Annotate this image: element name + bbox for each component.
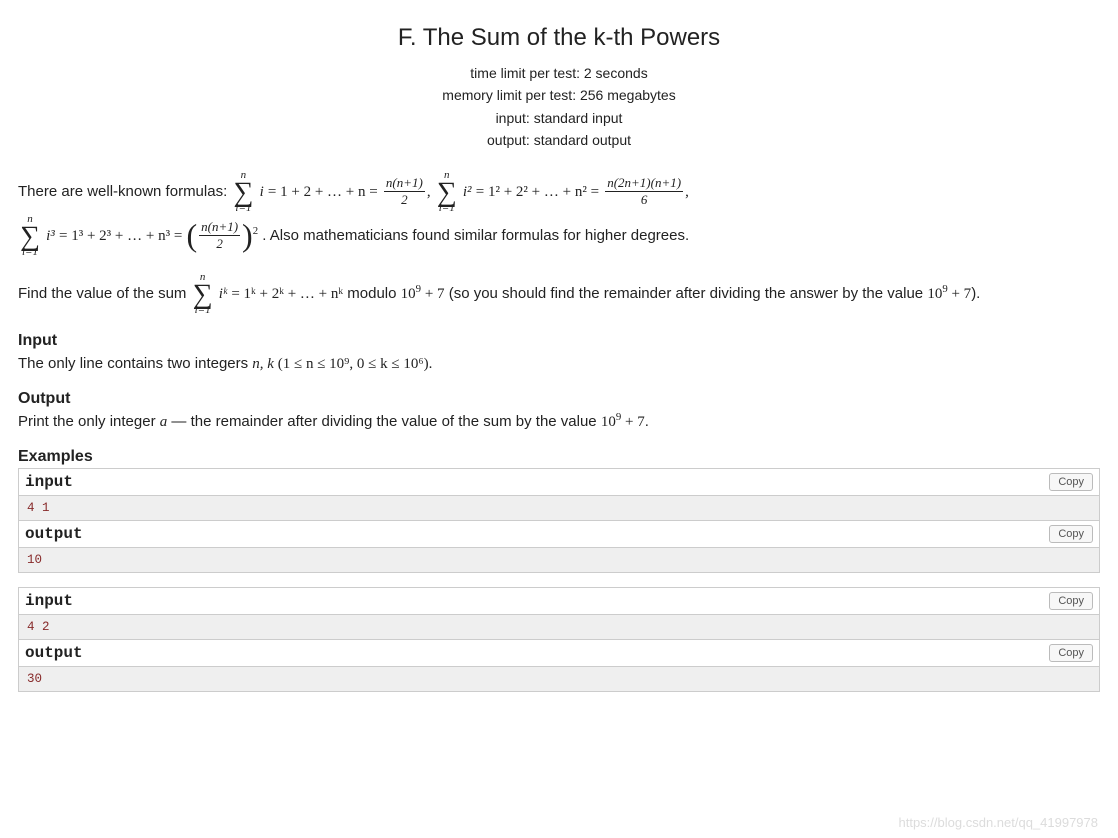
formula3-expanded: = 1³ + 2³ + … + n³ =: [59, 228, 182, 244]
sum-term-ik: iᵏ: [219, 286, 227, 302]
examples-heading: Examples: [18, 448, 1100, 466]
watermark: https://blog.csdn.net/qq_41997978: [899, 815, 1099, 830]
input-vars: n, k: [252, 356, 274, 372]
task-prefix: Find the value of the sum: [18, 285, 191, 302]
input-body: The only line contains two integers n, k…: [18, 352, 1100, 376]
sigma-icon: n ∑ i=1: [20, 214, 40, 258]
sample-output-label: output: [25, 644, 83, 662]
copy-button[interactable]: Copy: [1049, 592, 1093, 610]
sample-test-2: input Copy 4 2 output Copy 30: [18, 587, 1100, 692]
limits-block: time limit per test: 2 seconds memory li…: [18, 62, 1100, 152]
sum-term-i3: i³: [46, 228, 55, 244]
mod-value-output: 109 + 7: [601, 414, 645, 430]
fraction-1: n(n+1) 2: [384, 176, 425, 206]
sigma-icon: n ∑ i=1: [193, 272, 213, 316]
input-spec: input: standard input: [18, 107, 1100, 129]
output-spec: output: standard output: [18, 129, 1100, 151]
sample-output-label: output: [25, 525, 83, 543]
problem-title: F. The Sum of the k-th Powers: [18, 24, 1100, 52]
mod-value-repeat: 109 + 7: [927, 286, 971, 302]
sum-term-i: i: [260, 184, 264, 200]
copy-button[interactable]: Copy: [1049, 644, 1093, 662]
formula1-expanded: = 1 + 2 + … + n =: [268, 184, 378, 200]
sample-input-content: 4 2: [19, 615, 1099, 639]
fraction-3: n(n+1) 2: [199, 220, 240, 250]
memory-limit: memory limit per test: 256 megabytes: [18, 84, 1100, 106]
time-limit: time limit per test: 2 seconds: [18, 62, 1100, 84]
sample-output-content: 10: [19, 548, 1099, 572]
sample-input-content: 4 1: [19, 496, 1099, 520]
problem-statement: There are well-known formulas: n ∑ i=1 i…: [18, 170, 1100, 316]
statement-formulas: There are well-known formulas: n ∑ i=1 i…: [18, 170, 1100, 258]
intro-suffix: . Also mathematicians found similar form…: [262, 227, 689, 244]
frac3-exponent: 2: [253, 225, 258, 237]
formula2-expanded: = 1² + 2² + … + n² =: [476, 184, 599, 200]
sigma-icon: n ∑ i=1: [233, 170, 253, 214]
output-heading: Output: [18, 390, 1100, 408]
sigma-icon: n ∑ i=1: [437, 170, 457, 214]
copy-button[interactable]: Copy: [1049, 525, 1093, 543]
sample-output-content: 30: [19, 667, 1099, 691]
intro-prefix: There are well-known formulas:: [18, 183, 231, 200]
fraction-2: n(2n+1)(n+1) 6: [605, 176, 683, 206]
output-body: Print the only integer a — the remainder…: [18, 410, 1100, 434]
task-expanded: = 1ᵏ + 2ᵏ + … + nᵏ: [231, 286, 343, 302]
sample-test-1: input Copy 4 1 output Copy 10: [18, 468, 1100, 573]
mod-value: 109 + 7: [401, 286, 445, 302]
input-constraints: (1 ≤ n ≤ 10⁹, 0 ≤ k ≤ 10⁶).: [274, 356, 432, 372]
copy-button[interactable]: Copy: [1049, 473, 1093, 491]
sample-input-label: input: [25, 592, 73, 610]
sum-term-i2: i²: [463, 184, 472, 200]
statement-task: Find the value of the sum n ∑ i=1 iᵏ = 1…: [18, 272, 1100, 316]
input-heading: Input: [18, 332, 1100, 350]
task-suffix1: (so you should find the remainder after …: [449, 285, 928, 302]
task-mid: modulo: [347, 285, 400, 302]
sample-input-label: input: [25, 473, 73, 491]
task-suffix2: ).: [971, 285, 980, 302]
